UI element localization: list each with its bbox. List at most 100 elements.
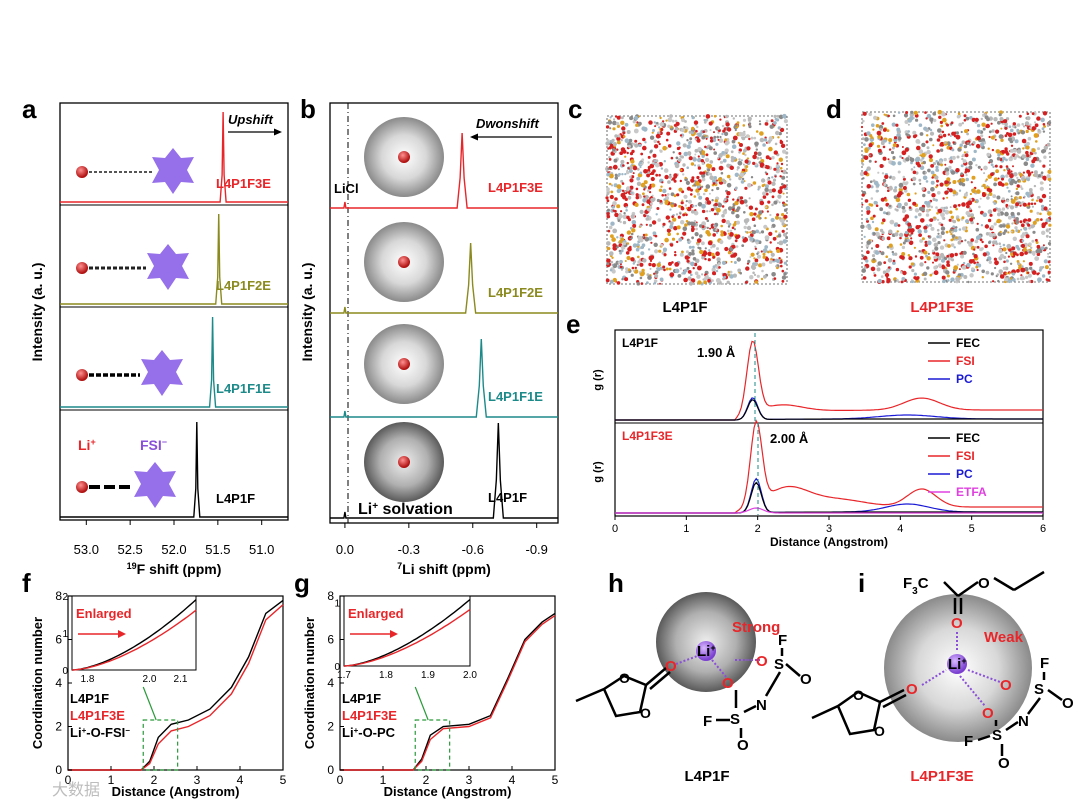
atom [661,181,664,184]
atom [979,247,983,252]
atom [748,137,751,141]
atom [614,176,618,180]
atom [666,193,670,196]
atom [1010,178,1016,184]
atom [965,174,968,177]
atom [614,115,618,118]
atom [968,143,972,147]
atom [1010,144,1014,147]
atom [765,165,770,170]
atom [973,254,978,259]
atom [1005,165,1009,168]
atom [776,162,779,165]
atom [783,261,788,265]
atom [912,201,917,206]
atom [976,245,980,249]
atom [701,256,705,260]
atom [947,133,951,136]
atom [629,245,632,249]
atom [1007,215,1012,220]
atom [621,182,625,185]
legend-label: Li+-O-PC [342,725,396,740]
atom [931,272,934,275]
atom [902,181,906,185]
atom [632,269,635,272]
atom [945,206,948,210]
atom [694,138,698,141]
atom [768,146,773,152]
atom [724,198,727,202]
trace-label: L4P1F2E [488,285,543,300]
atom [768,188,773,194]
atom [712,265,716,269]
atom [970,238,974,242]
atom [875,124,880,128]
atom [1026,178,1030,182]
atom [997,153,1001,157]
atom [659,122,664,127]
atom [621,126,626,131]
atom [1033,202,1037,205]
atom [705,274,709,279]
atom [1025,150,1029,155]
atom [931,249,935,253]
atom [668,267,672,271]
atom [699,171,703,175]
atom [985,125,988,128]
atom [862,276,867,280]
atom [948,188,953,193]
atom [974,200,977,203]
atom [696,242,700,246]
atom [749,275,754,280]
panel-b-x-ticks: 0.0 -0.3 -0.6 -0.9 [336,523,548,557]
atom [936,149,940,153]
atom [609,279,614,284]
atom [701,150,706,154]
atom [896,230,899,233]
atom [908,240,914,246]
atom [651,131,654,134]
atom [731,144,737,149]
atom [968,160,973,166]
atom [888,186,893,191]
atom [1029,266,1033,270]
atom [1021,154,1026,159]
atom [1035,238,1038,242]
atom-s: S [730,711,740,728]
trace-label: L4P1F1E [488,389,543,404]
atom [961,122,964,125]
atom [976,222,979,225]
atom [1037,174,1041,178]
li-ion-icon [696,641,716,661]
tick-label: 51.5 [205,542,230,557]
atom [674,163,680,169]
atom-o: O [619,670,630,686]
atom [944,190,949,195]
atom [1039,186,1044,191]
atom [772,258,775,261]
atom [720,171,724,175]
atom [938,160,943,164]
atom [1042,244,1045,247]
atom [1006,152,1010,156]
atom [897,136,902,141]
atom [955,207,958,211]
atom [1041,193,1047,199]
atom [1031,159,1036,164]
tick-label: 6 [1040,523,1046,535]
atom [865,205,871,211]
atom [888,204,892,208]
atom [782,184,787,189]
atom [639,166,642,169]
atom [1045,234,1049,238]
atom [1026,193,1031,198]
atom [644,194,649,200]
atom [891,176,896,181]
atom [734,200,739,206]
atom [755,229,760,234]
rdf-ylabel-1: g (r) [592,369,604,391]
atom [612,243,617,248]
atom [894,208,897,211]
atom [879,164,884,168]
